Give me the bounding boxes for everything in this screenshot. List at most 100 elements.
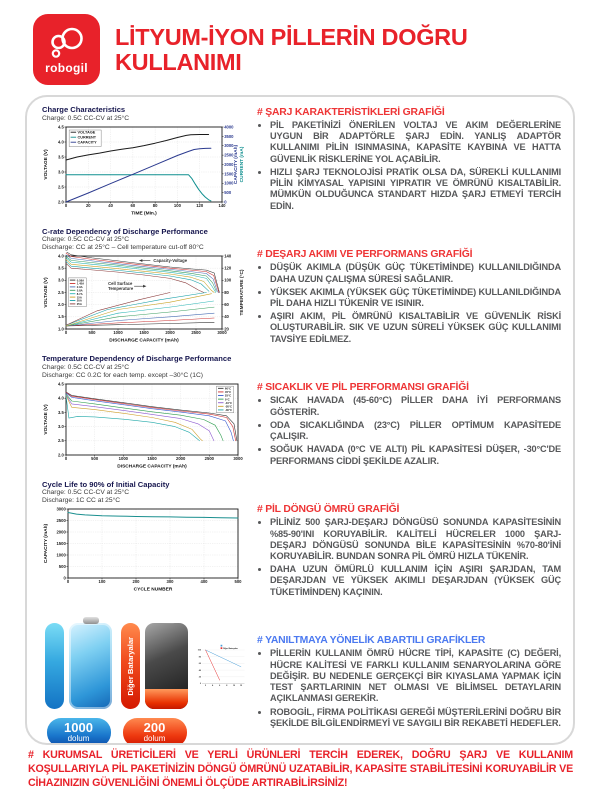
svg-text:8.7A: 8.7A [77,292,83,296]
svg-text:8: 8 [226,685,227,687]
svg-text:Cell Surface: Cell Surface [108,281,133,286]
info-section: # SICAKLIK VE PİL PERFORMANSI GRAFİĞİSIC… [257,382,561,468]
svg-text:20: 20 [224,327,229,332]
chart-list: Charge Characteristics Charge: 0.5C CC-CV… [37,105,247,604]
chart-plot-cycle-life: 0 100 200 300 400 500 0 500 1000 1500 2000 2500 3000… [43,507,243,593]
cycle-count: 1000 [64,720,93,736]
svg-text:1500: 1500 [224,171,234,176]
svg-text:80: 80 [199,657,201,659]
bullet-item: DAHA UZUN ÖMÜRLÜ KULLANIM İÇİN AŞIRI ŞAR… [270,564,561,598]
svg-text:60: 60 [199,663,201,665]
svg-text:Temperature: Temperature [108,286,134,291]
svg-text:CAPACITY: CAPACITY [78,140,98,144]
svg-text:1.45A: 1.45A [77,282,84,286]
chart-subtitle: Charge: 0.5C CC-CV at 25°C [42,114,130,122]
svg-text:4000: 4000 [224,124,234,129]
svg-text:CYCLE NUMBER: CYCLE NUMBER [134,587,173,593]
chart-title: Cycle Life to 90% of Initial Capacity [42,479,170,489]
svg-text:1500: 1500 [139,330,149,335]
content-card: Charge Characteristics Charge: 0.5C CC-CV… [25,95,575,745]
svg-text:3000: 3000 [233,456,243,461]
section-heading: # PİL DÖNGÜ ÖMRÜ GRAFİĞİ [257,504,400,516]
section-bullets: DÜŞÜK AKIMLA (DÜŞÜK GÜÇ TÜKETİMİNDE) KUL… [257,262,561,345]
svg-text:500: 500 [235,579,243,584]
cycle-unit: dolum [67,733,90,743]
section-bullets: PİLİNİZ 500 ŞARJ-DEŞARJ DÖNGÜSÜ SONUNDA … [257,517,561,598]
svg-text:40: 40 [108,203,113,208]
svg-text:60°C: 60°C [225,386,231,390]
svg-text:1.0: 1.0 [58,327,64,332]
bullet-item: ROBOGİL, FİRMA POLİTİKASI GEREĞİ MÜŞTERİ… [270,707,561,729]
svg-text:3000: 3000 [224,143,234,148]
chart-plot-charge-characteristics: 0 20 40 60 80 100 120 140 2.0 2.5 3.0 3.5 4.0 4.5 0 500… [43,124,245,216]
svg-text:CAPACITY (mAh): CAPACITY (mAh) [233,144,239,184]
svg-text:2500: 2500 [56,518,66,523]
page-header: robogil LİTYUM-İYON PİLLERİN DOĞRU KULLA… [0,0,600,85]
svg-text:300: 300 [167,579,175,584]
svg-text:VOLTAGE (V): VOLTAGE (V) [43,404,49,435]
svg-text:3.0: 3.0 [58,169,64,174]
svg-text:2.9A: 2.9A [77,285,83,289]
bullet-item: DÜŞÜK AKIMLA (DÜŞÜK GÜÇ TÜKETİMİNDE) KUL… [270,262,561,284]
chart-plot-temperature-discharge: 0 500 1000 1500 2000 2500 3000 2.0 2.5 3.0 3.5 4.0 4… [43,381,243,469]
svg-text:1500: 1500 [147,456,157,461]
svg-text:100: 100 [198,650,201,652]
svg-text:2.0: 2.0 [58,302,64,307]
svg-text:3000: 3000 [217,330,227,335]
chart-plot-c-rate-discharge: 0 500 1000 1500 2000 2500 3000 1.0 1.5 2.0 2.5 3.0 3… [43,252,245,344]
svg-text:3.0: 3.0 [58,424,64,429]
info-sections: # ŞARJ KARAKTERİSTİKLERİ GRAFİĞİ PİL PAKE… [253,106,565,735]
svg-text:1500: 1500 [56,541,66,546]
svg-text:TIME (Min.): TIME (Min.) [131,210,157,216]
svg-text:4: 4 [212,684,214,687]
svg-text:2.5: 2.5 [58,290,64,295]
footer-note: # KURUMSAL ÜRETİCİLERİ VE YERLİ ÜRÜNLERİ… [28,749,573,789]
svg-text:140: 140 [219,203,227,208]
section-heading: # SICAKLIK VE PİL PERFORMANSI GRAFİĞİ [257,382,469,394]
svg-text:2.5: 2.5 [58,438,64,443]
svg-text:2500: 2500 [205,456,215,461]
svg-text:1000: 1000 [224,180,234,185]
section-bullets: PİL PAKETİNİZİ ÖNERİLEN VOLTAJ VE AKIM D… [257,120,561,212]
svg-text:2000: 2000 [56,530,66,535]
chart-title: C-rate Dependency of Discharge Performan… [42,226,208,236]
svg-text:2500: 2500 [191,330,201,335]
svg-text:CURRENT: CURRENT [78,135,97,139]
svg-text:80: 80 [224,290,229,295]
svg-text:25A: 25A [77,302,82,306]
svg-text:0: 0 [65,456,68,461]
battery-comparison-panel: 1000 dolum Diğer Bataryalar 200 dolum [37,604,247,743]
robogil-logo: robogil [33,14,100,85]
robogil-logo-icon [50,27,83,58]
section-bullets: PİLLERİN KULLANIM ÖMRÜ HÜCRE TİPİ, KAPAS… [257,648,561,729]
full-battery-icon [69,617,112,710]
chart-subtitle: Charge: 0.5C CC-CV at 25°C [42,489,130,497]
svg-text:45°C: 45°C [225,390,231,394]
svg-text:60: 60 [224,302,229,307]
svg-text:500: 500 [91,456,99,461]
chart-title: Temperature Dependency of Discharge Perf… [42,354,232,364]
info-section: # YANILTMAYA YÖNELİK ABARTILI GRAFİKLERP… [257,635,561,731]
svg-text:100: 100 [224,278,232,283]
chart-subtitle: Discharge: CC at 25°C – Cell temperature… [42,244,204,252]
cycle-comparison-mini-chart: 2 4 6 8 10 12 0 20 40 60 80 100 Diğer Bataryalar [198,645,245,687]
svg-text:0: 0 [65,203,68,208]
svg-text:Diğer Bataryalar: Diğer Bataryalar [223,647,238,650]
svg-text:3.0: 3.0 [58,278,64,283]
svg-text:15A: 15A [77,295,82,299]
chart-card-c-rate-discharge: C-rate Dependency of Discharge Performan… [37,226,247,351]
other-battery-group: Diğer Bataryalar 200 dolum [121,616,188,743]
bullet-item: PİLİNİZ 500 ŞARJ-DEŞARJ DÖNGÜSÜ SONUNDA … [270,517,561,562]
bullet-item: AŞIRI AKIM, PİL ÖMRÜNÜ KISALTABİLİR VE G… [270,311,561,345]
svg-text:CAPACITY (mAh): CAPACITY (mAh) [43,524,49,564]
chart-subtitle: Discharge: 1C CC at 25°C [42,497,121,505]
info-section: # ŞARJ KARAKTERİSTİKLERİ GRAFİĞİ PİL PAKE… [257,107,561,214]
svg-text:400: 400 [201,579,209,584]
cycle-count: 200 [143,720,166,736]
svg-text:3000: 3000 [56,507,66,512]
svg-text:DISCHARGE CAPACITY (mAh): DISCHARGE CAPACITY (mAh) [117,463,187,469]
svg-text:60: 60 [131,203,136,208]
svg-text:40: 40 [199,669,201,672]
svg-text:10: 10 [233,685,235,687]
svg-text:-20°C: -20°C [225,404,232,408]
